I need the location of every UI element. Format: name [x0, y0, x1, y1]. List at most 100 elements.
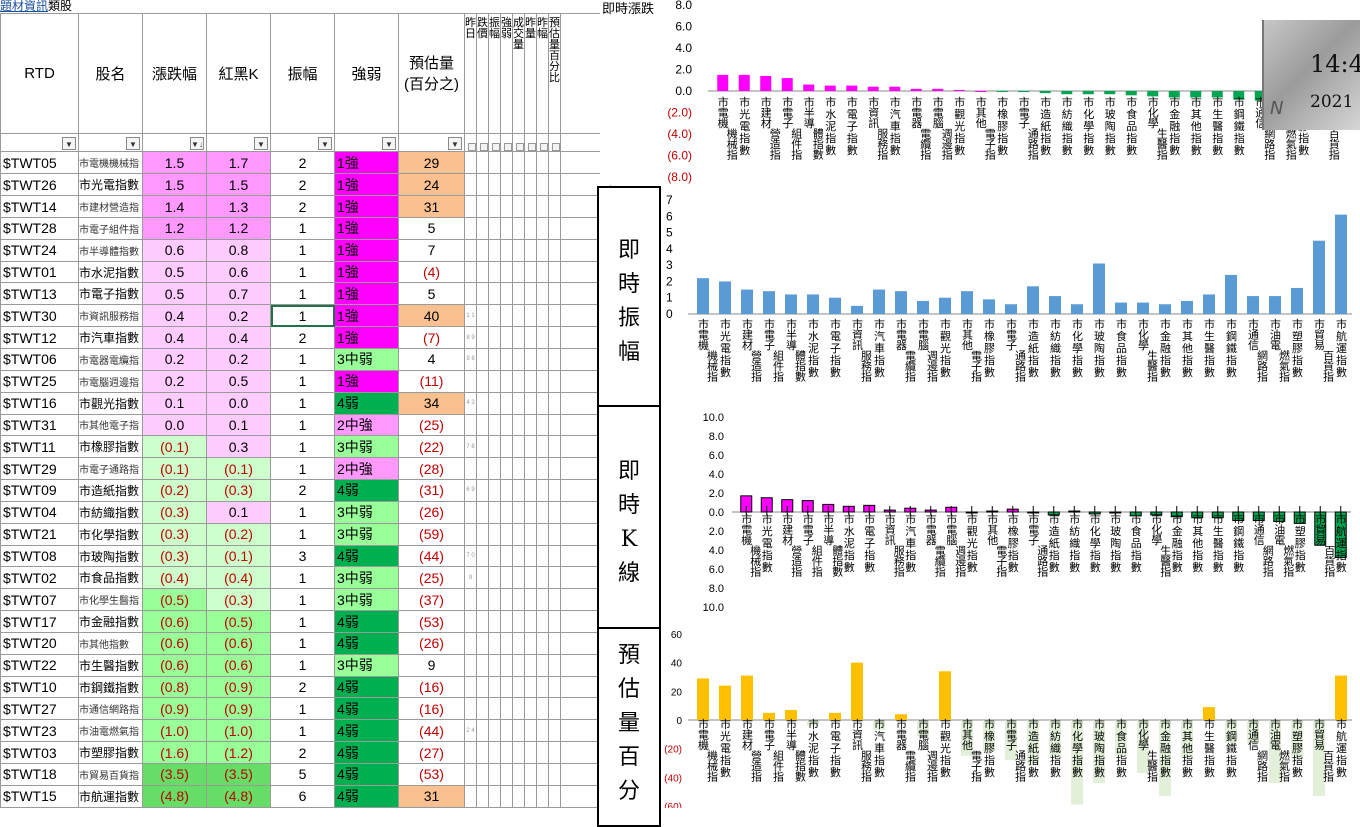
volume-cell[interactable]: 5	[398, 282, 465, 306]
amplitude-cell[interactable]: 1	[270, 522, 335, 546]
filter-dropdown-icon[interactable]	[552, 143, 560, 151]
stock-name-cell[interactable]: 市電器電纜指	[78, 347, 143, 371]
mini-cell[interactable]	[488, 697, 501, 721]
kline-cell[interactable]: 0.0	[206, 391, 271, 415]
header-amplitude[interactable]: 振幅	[270, 13, 335, 134]
filter-dropdown-icon[interactable]	[504, 143, 512, 151]
mini-cell[interactable]	[500, 784, 513, 809]
mini-cell[interactable]	[536, 195, 549, 218]
header-rtd[interactable]: RTD	[0, 13, 79, 134]
rtd-code-cell[interactable]: $TWT07	[0, 588, 79, 612]
kline-cell[interactable]: 0.4	[206, 326, 271, 349]
mini-cell[interactable]	[488, 347, 501, 371]
header-vert2[interactable]: 跌價	[476, 13, 489, 134]
change-cell[interactable]: (0.3)	[142, 544, 207, 568]
mini-cell[interactable]	[524, 413, 537, 437]
mini-cell[interactable]	[524, 631, 537, 655]
volume-cell[interactable]: (7)	[398, 326, 465, 349]
kline-cell[interactable]: 0.3	[206, 435, 271, 459]
mini-cell[interactable]: 2 4	[464, 719, 477, 743]
rtd-code-cell[interactable]: $TWT24	[0, 238, 79, 262]
amplitude-cell[interactable]: 1	[270, 697, 335, 721]
mini-cell[interactable]	[512, 195, 525, 218]
mini-cell[interactable]	[536, 173, 549, 197]
strength-cell[interactable]: 4弱	[334, 479, 399, 502]
filter-dropdown-icon[interactable]: ▼	[318, 137, 332, 151]
strength-cell[interactable]: 3中弱	[334, 347, 399, 371]
stock-name-cell[interactable]: 市其他電子指	[78, 413, 143, 437]
stock-name-cell[interactable]: 市貿易百貨指	[78, 763, 143, 786]
rtd-code-cell[interactable]: $TWT06	[0, 347, 79, 371]
filter-sort-icon[interactable]: ▼↓	[190, 137, 204, 151]
stock-name-cell[interactable]: 市化學生醫指	[78, 588, 143, 612]
mini-cell[interactable]	[500, 763, 513, 786]
mini-cell[interactable]	[524, 741, 537, 765]
mini-cell[interactable]	[548, 610, 561, 633]
mini-cell[interactable]	[536, 391, 549, 415]
mini-cell[interactable]	[536, 479, 549, 502]
mini-cell[interactable]	[512, 457, 525, 481]
mini-cell[interactable]	[524, 326, 537, 349]
mini-cell[interactable]	[524, 282, 537, 306]
rtd-code-cell[interactable]: $TWT20	[0, 631, 79, 655]
mini-cell[interactable]	[512, 610, 525, 633]
amplitude-cell[interactable]: 6	[270, 784, 335, 809]
change-cell[interactable]: (1.6)	[142, 741, 207, 765]
stock-name-cell[interactable]: 市水泥指數	[78, 260, 143, 284]
mini-cell[interactable]	[536, 522, 549, 546]
change-cell[interactable]: 0.4	[142, 304, 207, 328]
amplitude-cell[interactable]: 2	[270, 479, 335, 502]
strength-cell[interactable]: 4弱	[334, 544, 399, 568]
strength-cell[interactable]: 4弱	[334, 391, 399, 415]
mini-cell[interactable]	[524, 544, 537, 568]
mini-cell[interactable]	[500, 697, 513, 721]
amplitude-cell[interactable]: 2	[270, 173, 335, 197]
filter-dropdown-icon[interactable]	[540, 143, 548, 151]
mini-cell[interactable]	[476, 631, 489, 655]
change-cell[interactable]: (0.6)	[142, 653, 207, 677]
mini-cell[interactable]	[512, 631, 525, 655]
volume-cell[interactable]: (31)	[398, 479, 465, 502]
mini-cell[interactable]	[476, 544, 489, 568]
mini-cell[interactable]	[488, 216, 501, 240]
mini-cell[interactable]	[488, 195, 501, 218]
mini-cell[interactable]	[512, 173, 525, 197]
mini-cell[interactable]	[500, 151, 513, 175]
table-row[interactable]: $TWT17 市金融指數 (0.6) (0.5) 1 4弱 (53)	[0, 610, 611, 633]
mini-cell[interactable]	[500, 216, 513, 240]
mini-cell[interactable]	[512, 719, 525, 743]
table-row[interactable]: $TWT07 市化學生醫指 (0.5) (0.3) 1 3中弱 (37)	[0, 588, 611, 612]
volume-cell[interactable]: (11)	[398, 369, 465, 393]
mini-cell[interactable]	[488, 500, 501, 524]
mini-cell[interactable]	[476, 741, 489, 765]
header-volume[interactable]: 預估量 (百分之)	[398, 13, 465, 134]
kline-cell[interactable]: (0.5)	[206, 610, 271, 633]
mini-cell[interactable]	[524, 719, 537, 743]
strength-cell[interactable]: 3中弱	[334, 522, 399, 546]
kline-cell[interactable]: (0.1)	[206, 457, 271, 481]
stock-name-cell[interactable]: 市資訊服務指	[78, 304, 143, 328]
stock-name-cell[interactable]: 市玻陶指數	[78, 544, 143, 568]
stock-name-cell[interactable]: 市紡織指數	[78, 500, 143, 524]
table-row[interactable]: $TWT04 市紡織指數 (0.3) 0.1 1 3中弱 (26)	[0, 500, 611, 524]
rtd-code-cell[interactable]: $TWT08	[0, 544, 79, 568]
table-row[interactable]: $TWT31 市其他電子指 0.0 0.1 1 2中強 (25)	[0, 413, 611, 437]
mini-cell[interactable]	[500, 457, 513, 481]
volume-cell[interactable]: 31	[398, 784, 465, 809]
mini-cell[interactable]	[476, 719, 489, 743]
stock-name-cell[interactable]: 市光電指數	[78, 173, 143, 197]
rtd-code-cell[interactable]: $TWT04	[0, 500, 79, 524]
mini-cell[interactable]	[536, 544, 549, 568]
stock-name-cell[interactable]: 市造紙指數	[78, 479, 143, 502]
mini-cell[interactable]	[476, 151, 489, 175]
mini-cell[interactable]	[512, 784, 525, 809]
header-vert7[interactable]: 昨幅	[536, 13, 549, 134]
strength-cell[interactable]: 1強	[334, 369, 399, 393]
amplitude-cell[interactable]: 1	[270, 566, 335, 590]
table-row[interactable]: $TWT27 市通信網路指 (0.9) (0.9) 1 4弱 (16)	[0, 697, 611, 721]
mini-cell[interactable]	[548, 763, 561, 786]
rtd-code-cell[interactable]: $TWT10	[0, 675, 79, 699]
volume-cell[interactable]: (53)	[398, 763, 465, 786]
rtd-code-cell[interactable]: $TWT23	[0, 719, 79, 743]
mini-cell[interactable]	[548, 413, 561, 437]
